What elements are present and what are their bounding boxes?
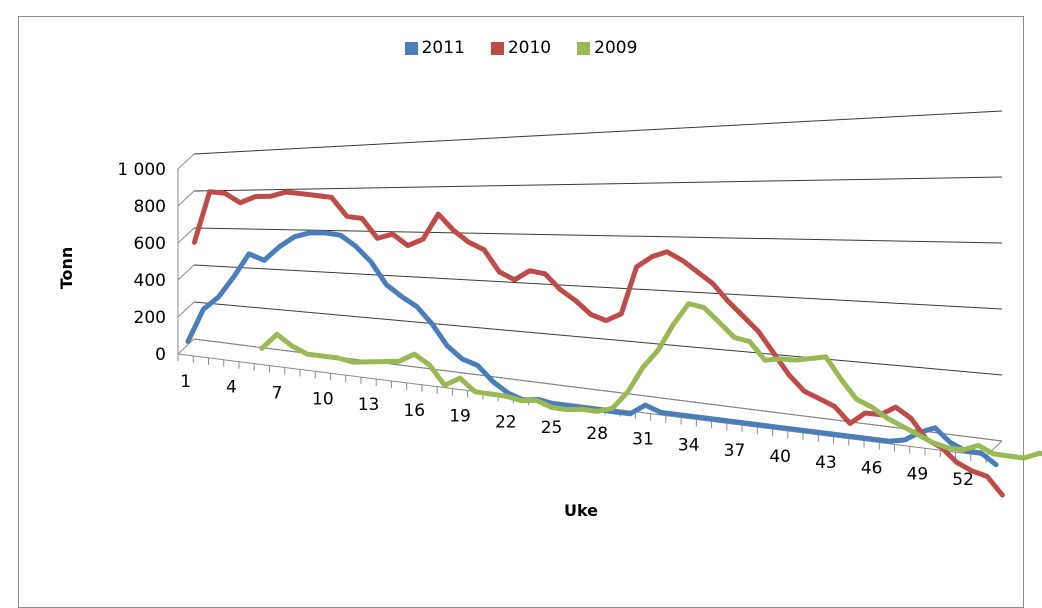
y-axis-title: Tonn bbox=[57, 247, 76, 290]
y-tick-label: 200 bbox=[134, 308, 166, 328]
gridline-side-400 bbox=[177, 264, 195, 281]
x-tick-label: 28 bbox=[586, 424, 608, 444]
legend-label-2009: 2009 bbox=[594, 38, 638, 58]
x-tick-label: 49 bbox=[907, 464, 929, 484]
x-axis-title: Uke bbox=[564, 501, 598, 520]
x-tick-label: 40 bbox=[769, 447, 791, 467]
gridline-side-800 bbox=[177, 190, 195, 207]
tick-labels: 0 200 400 600 800 1 000 1 4 7 10 13 16 19 22 25 28 31 34 3… bbox=[117, 160, 974, 490]
legend-item-2009: 2009 bbox=[577, 38, 637, 58]
gridline-1000 bbox=[193, 110, 1003, 155]
x-tick-label: 16 bbox=[403, 401, 425, 421]
y-tick-label: 800 bbox=[134, 197, 166, 217]
y-tick-label: 600 bbox=[134, 234, 166, 254]
x-tick-label: 34 bbox=[678, 435, 700, 455]
series-line-2009 bbox=[259, 301, 1042, 461]
x-axis-line bbox=[177, 353, 987, 457]
legend-label-2011: 2011 bbox=[421, 38, 465, 58]
legend-item-2010: 2010 bbox=[490, 38, 552, 58]
x-tick-label: 4 bbox=[226, 378, 237, 398]
y-tick-label: 400 bbox=[134, 271, 166, 291]
gridline-side-1000 bbox=[177, 153, 195, 170]
series-layer bbox=[185, 189, 1042, 498]
gridline-side-600 bbox=[177, 227, 195, 244]
x-tick-label: 46 bbox=[861, 459, 883, 479]
gridline-200 bbox=[193, 301, 1003, 376]
gridline-400 bbox=[193, 264, 1003, 310]
legend-swatch-2010 bbox=[490, 41, 504, 55]
axes bbox=[177, 169, 1003, 463]
legend-swatch-2009 bbox=[577, 41, 591, 55]
x-tick-label: 19 bbox=[449, 407, 471, 427]
legend: 2011 2010 2009 bbox=[0, 38, 1042, 58]
x-tick-label: 7 bbox=[272, 384, 283, 404]
gridlines bbox=[177, 110, 1003, 442]
y-tick-label: 0 bbox=[155, 345, 166, 365]
x-tick-label: 10 bbox=[312, 389, 334, 409]
legend-label-2010: 2010 bbox=[507, 38, 552, 58]
gridline-800 bbox=[193, 176, 1003, 192]
x-tick-label: 31 bbox=[632, 430, 654, 450]
gridline-600 bbox=[193, 227, 1003, 244]
gridline-side-200 bbox=[177, 301, 195, 318]
x-tick-label: 1 bbox=[180, 372, 191, 392]
y-tick-label: 1 000 bbox=[117, 160, 166, 180]
x-tick-label: 52 bbox=[952, 470, 974, 490]
gridline-side-0 bbox=[177, 338, 195, 355]
series-line-2010 bbox=[191, 189, 1005, 498]
x-tick-label: 13 bbox=[358, 395, 380, 415]
x-tick-label: 25 bbox=[541, 418, 563, 438]
x-tick-label: 37 bbox=[724, 441, 746, 461]
x-tick-label: 43 bbox=[815, 453, 837, 473]
legend-swatch-2011 bbox=[404, 41, 418, 55]
chart-area bbox=[18, 16, 1024, 608]
legend-item-2011: 2011 bbox=[404, 38, 465, 58]
x-tick-label: 22 bbox=[495, 412, 517, 432]
